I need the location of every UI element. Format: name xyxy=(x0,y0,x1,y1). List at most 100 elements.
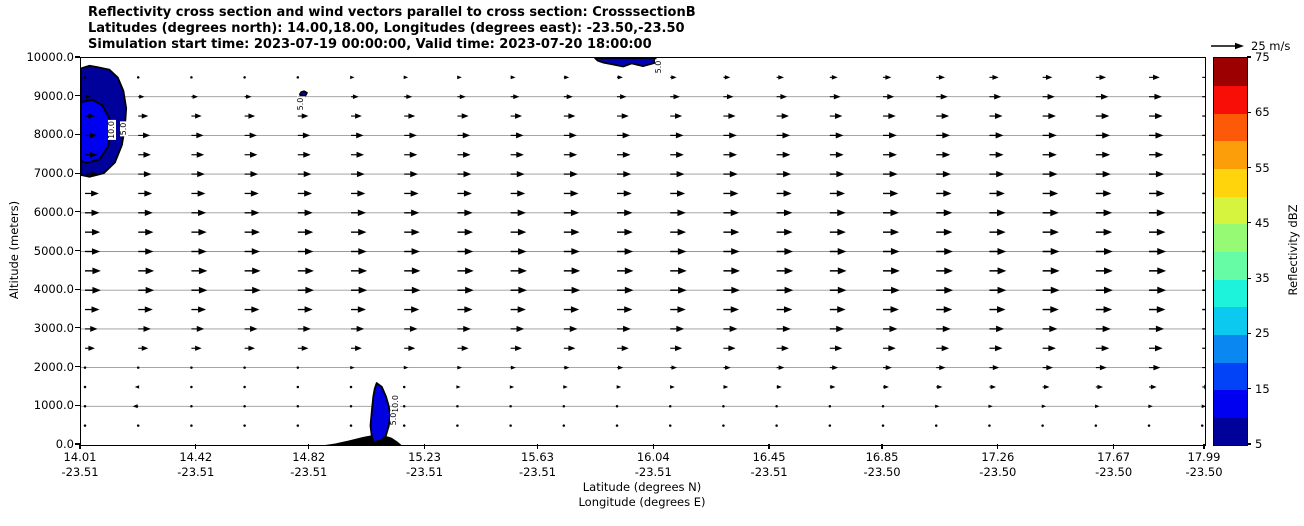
wind-arrow xyxy=(617,170,632,178)
wind-arrow xyxy=(1042,247,1060,256)
colorbar-segment xyxy=(1214,306,1247,335)
wind-arrow xyxy=(404,286,421,294)
wind-arrow xyxy=(1202,173,1205,175)
wind-arrow xyxy=(723,385,729,389)
wind-arrow xyxy=(297,209,313,217)
wind-arrow xyxy=(85,113,95,119)
plot-area: 10.0 5.0 5.0 5.0 10.0 5.0 xyxy=(80,57,1206,446)
wind-arrow xyxy=(670,306,686,313)
wind-arrow-dot xyxy=(828,424,832,427)
wind-arrow xyxy=(85,190,99,197)
y-tick-mark xyxy=(75,404,80,406)
wind-arrow xyxy=(510,345,523,352)
wind-arrow xyxy=(510,75,516,80)
wind-arrow xyxy=(617,267,634,275)
wind-arrow xyxy=(1149,325,1165,333)
colorbar-segment xyxy=(1214,362,1247,391)
title-block: Reflectivity cross section and wind vect… xyxy=(88,5,696,53)
wind-arrow xyxy=(723,345,736,352)
wind-arrow xyxy=(297,306,313,313)
wind-arrow xyxy=(1149,286,1167,294)
colorbar-tick-label: 35 xyxy=(1255,271,1270,286)
wind-arrow xyxy=(1095,267,1113,275)
wind-arrow xyxy=(1095,228,1113,236)
wind-arrow xyxy=(403,75,409,80)
wind-arrow xyxy=(829,345,843,352)
wind-arrow xyxy=(723,306,740,313)
wind-arrow xyxy=(297,267,314,275)
wind-arrow xyxy=(510,190,526,197)
wind-arrow xyxy=(670,228,687,236)
wind-arrow xyxy=(935,404,940,409)
wind-arrow xyxy=(1095,325,1111,333)
y-tick-label: 4000.0 xyxy=(33,282,74,297)
wind-arrow xyxy=(191,325,205,332)
wind-arrow xyxy=(1095,306,1113,313)
wind-arrow-dot xyxy=(775,405,778,408)
wind-arrow xyxy=(297,171,312,178)
wind-arrow xyxy=(883,248,900,255)
wind-arrow xyxy=(829,267,847,275)
x-tick-label-lon: -23.51 xyxy=(750,465,788,479)
wind-arrow xyxy=(457,94,466,100)
wind-arrow xyxy=(351,345,362,351)
wind-arrow xyxy=(85,345,95,351)
wind-arrow xyxy=(244,325,258,332)
wind-arrow xyxy=(1042,151,1057,158)
wind-arrow-dot xyxy=(988,424,991,427)
wind-arrow xyxy=(1095,112,1110,120)
wind-arrow xyxy=(723,94,734,100)
wind-arrow xyxy=(617,132,631,139)
colorbar-tick-mark xyxy=(1247,222,1251,224)
wind-arrow xyxy=(670,170,685,178)
wind-arrow xyxy=(404,190,419,197)
colorbar-tick-label: 15 xyxy=(1255,381,1270,396)
wind-arrow xyxy=(989,93,1002,100)
wind-arrow xyxy=(191,94,199,99)
wind-arrow xyxy=(404,228,420,236)
title-line-3: Simulation start time: 2023-07-19 00:00:… xyxy=(88,37,652,52)
wind-arrow xyxy=(829,384,836,389)
wind-arrow xyxy=(776,345,789,352)
wind-arrow xyxy=(138,306,153,313)
wind-arrow xyxy=(510,286,527,294)
wind-arrow-dot xyxy=(136,366,140,369)
wind-arrow xyxy=(617,365,624,370)
wind-arrow xyxy=(191,132,204,139)
wind-arrow xyxy=(776,325,791,333)
wind-arrow xyxy=(1095,151,1111,158)
wind-arrow xyxy=(563,306,580,313)
wind-arrow xyxy=(351,94,359,99)
colorbar-segment xyxy=(1214,85,1247,114)
wind-arrow xyxy=(1202,289,1205,291)
wind-arrow xyxy=(138,190,153,197)
wind-arrow xyxy=(776,267,794,275)
wind-arrow xyxy=(1202,115,1205,117)
wind-arrow xyxy=(989,325,1005,333)
wind-arrow xyxy=(1042,74,1053,80)
x-axis-label-longitude: Longitude (degrees E) xyxy=(578,495,706,509)
y-tick-label: 2000.0 xyxy=(33,359,74,374)
wind-arrow xyxy=(617,94,627,100)
wind-arrow xyxy=(457,306,473,313)
wind-arrow xyxy=(617,345,629,352)
wind-arrow-dot xyxy=(243,385,246,389)
wind-arrow xyxy=(776,306,793,313)
wind-arrow xyxy=(1149,267,1167,275)
wind-arrow xyxy=(723,209,740,217)
wind-arrow xyxy=(723,286,741,294)
wind-arrow xyxy=(351,171,365,178)
wind-arrow xyxy=(510,306,526,313)
wind-arrow xyxy=(989,209,1006,217)
wind-arrow xyxy=(989,170,1005,178)
wind-arrow xyxy=(510,228,527,236)
x-tick-mark xyxy=(536,444,539,449)
wind-arrow xyxy=(670,190,686,197)
wind-arrow xyxy=(138,345,149,351)
wind-arrow-dot xyxy=(722,405,725,408)
wind-arrow xyxy=(776,228,793,236)
terrain-profile xyxy=(325,434,402,445)
wind-arrow xyxy=(829,151,844,158)
wind-arrow xyxy=(1095,384,1104,390)
